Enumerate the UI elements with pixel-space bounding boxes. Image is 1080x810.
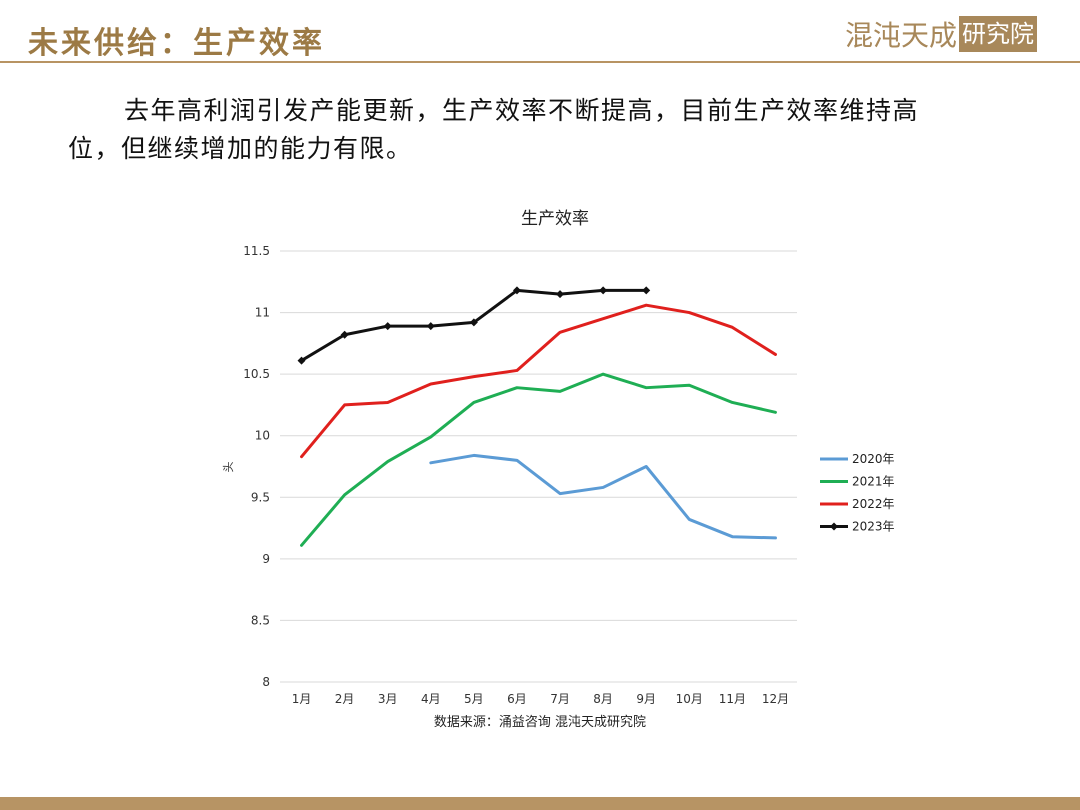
- data-point: [642, 286, 651, 295]
- data-point: [297, 356, 306, 365]
- legend-entry: 2022年: [820, 497, 895, 511]
- legend-entry: 2021年: [820, 475, 895, 489]
- company-logo: 混沌天成 研究院: [845, 14, 1038, 54]
- y-tick-label: 11.5: [243, 244, 270, 258]
- x-tick-label: 10月: [676, 692, 703, 706]
- data-point: [469, 318, 478, 327]
- legend-label: 2022年: [852, 497, 895, 511]
- x-tick-label: 11月: [719, 692, 746, 706]
- x-tick-label: 1月: [292, 692, 312, 706]
- data-point: [512, 286, 521, 295]
- logo-text: 混沌天成: [845, 19, 958, 52]
- series-line: [300, 372, 777, 547]
- legend-entry: 2020年: [820, 452, 895, 466]
- legend-marker: [830, 522, 838, 531]
- data-point: [556, 290, 565, 299]
- y-tick-label: 10.5: [243, 367, 270, 381]
- y-axis-ticks: 8 8.5 9 9.5 10 10.5 11 11.5: [243, 244, 270, 689]
- summary-paragraph: 去年高利润引发产能更新，生产效率不断提高，目前生产效率维持高位，但继续增加的能力…: [68, 96, 920, 163]
- series-lines: [297, 286, 777, 547]
- x-tick-label: 2月: [335, 692, 355, 706]
- y-tick-label: 10: [255, 429, 270, 443]
- series-2020年: [429, 453, 777, 540]
- data-point: [383, 322, 392, 331]
- y-tick-label: 8: [262, 675, 270, 689]
- x-tick-label: 4月: [421, 692, 441, 706]
- grid-lines: [280, 250, 797, 683]
- legend-entry: 2023年: [820, 520, 895, 534]
- x-tick-label: 12月: [762, 692, 789, 706]
- y-tick-label: 8.5: [251, 613, 270, 627]
- legend: 2020年 2021年 2022年 2023年: [820, 452, 895, 534]
- data-point: [599, 286, 608, 295]
- data-point: [340, 330, 349, 339]
- chart-title: 生产效率: [521, 209, 589, 229]
- y-tick-label: 11: [255, 306, 270, 320]
- x-axis-ticks: 1月 2月 3月 4月 5月 6月 7月 8月 9月 10月 11月 12月: [292, 692, 789, 706]
- footer-bar: [0, 797, 1080, 810]
- y-axis-label: 头: [222, 462, 235, 473]
- legend-label: 2020年: [852, 452, 895, 466]
- y-tick-label: 9.5: [251, 490, 270, 504]
- y-tick-label: 9: [262, 552, 270, 566]
- page-title: 未来供给：生产效率: [28, 26, 325, 61]
- legend-label: 2021年: [852, 475, 895, 489]
- x-tick-label: 3月: [378, 692, 398, 706]
- series-line: [429, 453, 777, 540]
- series-2022年: [300, 303, 777, 459]
- chart-source: 数据来源：涌益咨询 混沌天成研究院: [434, 715, 646, 730]
- x-tick-label: 9月: [636, 692, 656, 706]
- series-2021年: [300, 372, 777, 547]
- legend-label: 2023年: [852, 520, 895, 534]
- x-tick-label: 5月: [464, 692, 484, 706]
- series-line: [300, 303, 777, 459]
- x-tick-label: 7月: [550, 692, 570, 706]
- header-divider: [0, 61, 1080, 63]
- series-2023年: [297, 286, 651, 365]
- data-point: [426, 322, 435, 331]
- x-tick-label: 8月: [593, 692, 613, 706]
- x-tick-label: 6月: [507, 692, 527, 706]
- logo-box-text: 研究院: [959, 16, 1038, 52]
